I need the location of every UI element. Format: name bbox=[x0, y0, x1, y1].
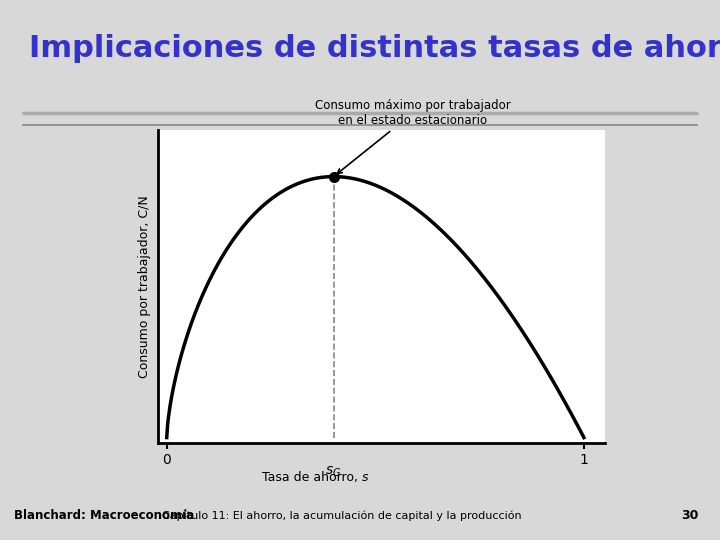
Text: $s_G$: $s_G$ bbox=[325, 465, 342, 479]
Text: 30: 30 bbox=[681, 509, 698, 522]
Y-axis label: Consumo por trabajador, C/N: Consumo por trabajador, C/N bbox=[138, 195, 151, 377]
Text: Tasa de ahorro,: Tasa de ahorro, bbox=[262, 471, 362, 484]
Text: Implicaciones de distintas tasas de ahorro: Implicaciones de distintas tasas de ahor… bbox=[29, 35, 720, 63]
Text: Consumo máximo por trabajador
en el estado estacionario: Consumo máximo por trabajador en el esta… bbox=[315, 99, 510, 174]
Text: Blanchard: Macroeconomía: Blanchard: Macroeconomía bbox=[14, 509, 194, 522]
Text: s: s bbox=[362, 471, 369, 484]
Text: Capítulo 11: El ahorro, la acumulación de capital y la producción: Capítulo 11: El ahorro, la acumulación d… bbox=[162, 510, 521, 521]
